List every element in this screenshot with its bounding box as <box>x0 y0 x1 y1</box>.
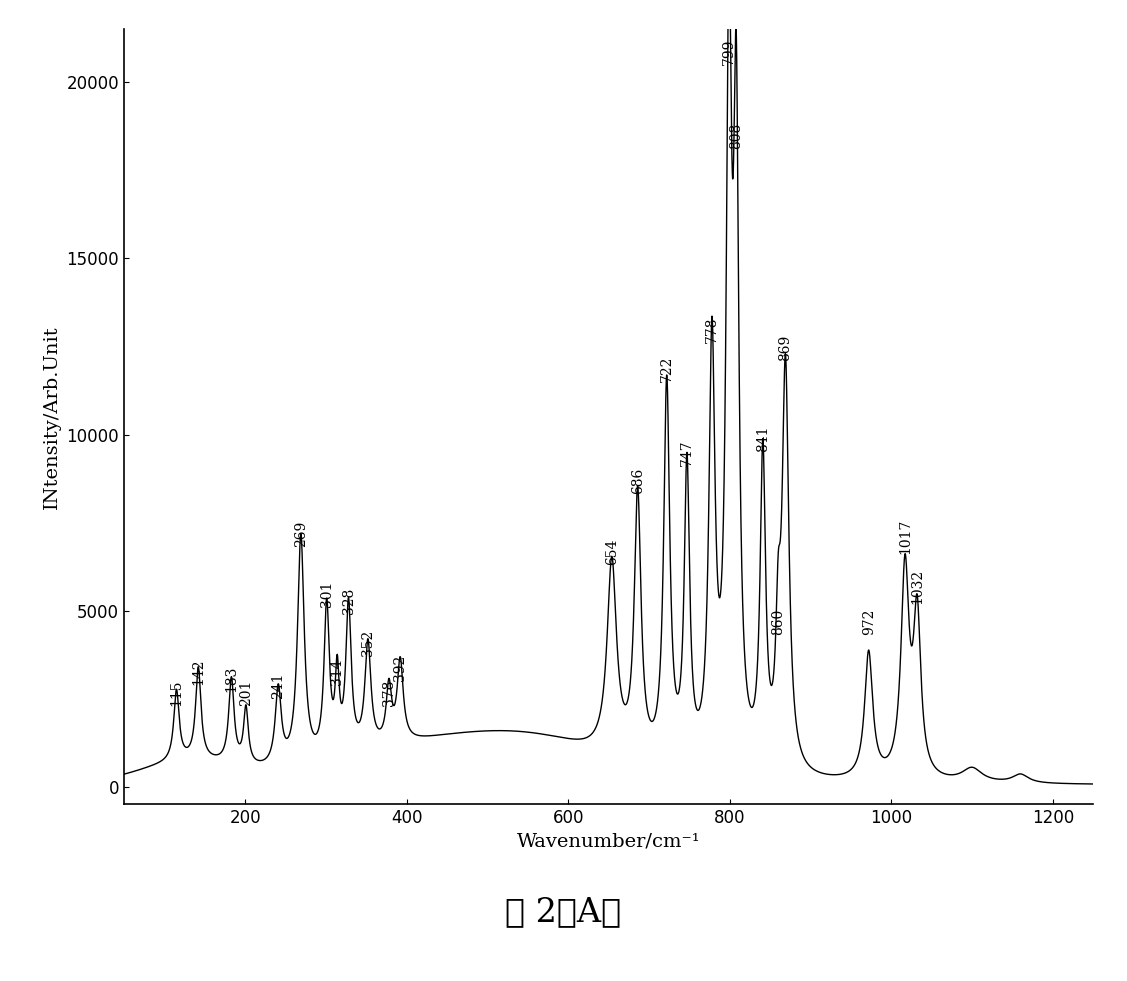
Text: 201: 201 <box>239 680 252 705</box>
Text: 183: 183 <box>224 665 239 692</box>
Text: 328: 328 <box>341 588 355 614</box>
Text: 352: 352 <box>361 630 375 656</box>
Text: 869: 869 <box>779 335 792 361</box>
X-axis label: Wavenumber/cm⁻¹: Wavenumber/cm⁻¹ <box>517 833 700 851</box>
Text: 图 2（A）: 图 2（A） <box>505 897 622 928</box>
Text: 686: 686 <box>631 468 645 494</box>
Text: 808: 808 <box>729 123 743 149</box>
Text: 241: 241 <box>272 672 285 698</box>
Text: 314: 314 <box>330 658 344 685</box>
Text: 860: 860 <box>771 609 786 636</box>
Text: 841: 841 <box>756 426 770 452</box>
Text: 269: 269 <box>294 521 308 547</box>
Text: 1032: 1032 <box>911 569 924 603</box>
Text: 972: 972 <box>862 609 876 636</box>
Y-axis label: INtensity/Arb.Unit: INtensity/Arb.Unit <box>43 325 61 509</box>
Text: 654: 654 <box>605 539 619 565</box>
Text: 392: 392 <box>393 655 407 681</box>
Text: 799: 799 <box>722 38 736 65</box>
Text: 142: 142 <box>192 658 205 685</box>
Text: 378: 378 <box>382 680 396 705</box>
Text: 115: 115 <box>169 679 184 705</box>
Text: 722: 722 <box>659 355 674 382</box>
Text: 778: 778 <box>706 317 719 343</box>
Text: 301: 301 <box>320 581 334 607</box>
Text: 1017: 1017 <box>898 519 912 554</box>
Text: 747: 747 <box>680 439 694 466</box>
